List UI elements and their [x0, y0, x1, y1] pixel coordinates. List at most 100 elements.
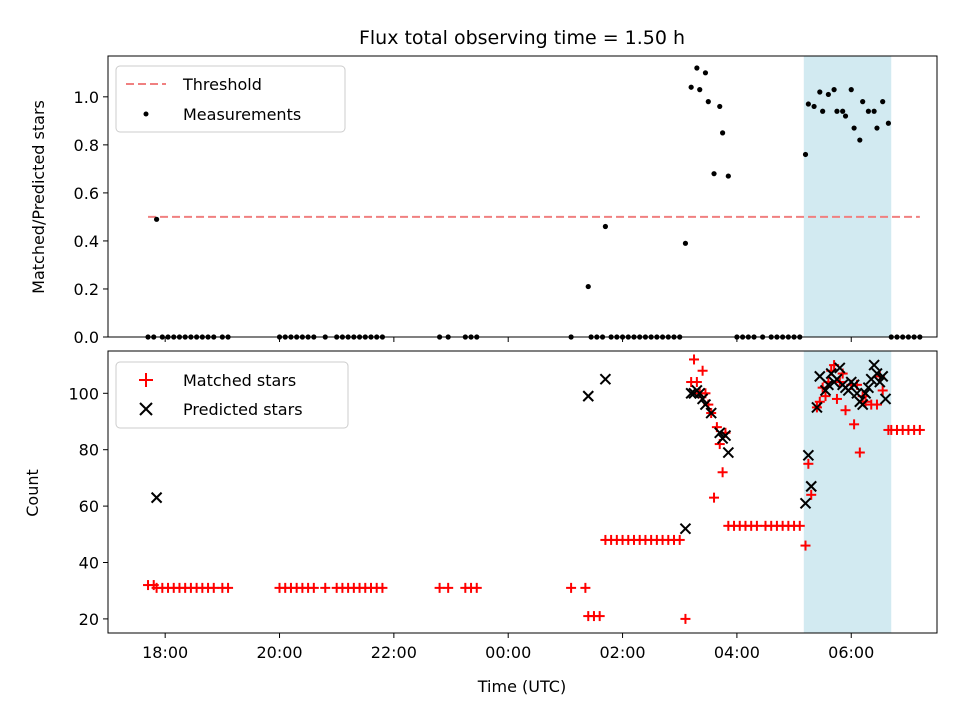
matched-star-point: [751, 520, 762, 531]
bottom-y-tick-label: 80: [79, 441, 99, 460]
top-y-tick-label: 0.0: [74, 328, 99, 347]
predicted-star-point: [856, 398, 869, 411]
matched-star-point: [308, 582, 319, 593]
predicted-star-point: [814, 370, 826, 383]
predicted-star-point: [868, 359, 880, 371]
predicted-legend-label: Predicted stars: [183, 400, 303, 419]
predicted-star-point: [699, 398, 712, 411]
measurement-point: [811, 103, 817, 110]
measurement-point: [694, 65, 700, 71]
bottom-axes-frame: [107, 350, 938, 634]
matched-star-point: [871, 399, 882, 410]
top-highlight-span: [803, 56, 892, 337]
predicted-star-point: [848, 379, 860, 391]
x-tick-label: 00:00: [485, 643, 531, 662]
matched-star-point: [697, 365, 708, 376]
predicted-stars-points: [150, 359, 892, 535]
predicted-star-point: [705, 407, 717, 419]
matched-star-point: [709, 492, 720, 503]
matched-star-point: [717, 467, 728, 478]
predicted-star-point: [834, 362, 846, 374]
matched-legend-label: Matched stars: [183, 371, 296, 390]
measurement-point: [602, 223, 609, 230]
matched-star-point: [443, 582, 454, 593]
predicted-star-point: [599, 373, 612, 385]
matched-star-point: [849, 419, 860, 430]
x-tick-label: 02:00: [599, 643, 645, 662]
top-legend: Threshold Measurements: [115, 65, 346, 133]
x-tick-label: 22:00: [371, 643, 417, 662]
measurement-point: [697, 87, 703, 93]
predicted-star-point: [694, 387, 706, 400]
bottom-y-tick-label: 20: [79, 610, 99, 629]
predicted-star-point: [871, 367, 883, 380]
measurement-point: [688, 84, 694, 90]
measurement-point: [840, 108, 846, 114]
top-axis-ticks: 0.0 0.2 0.4 0.6 0.8 1.0: [74, 88, 852, 347]
matched-star-point: [914, 424, 925, 435]
predicted-star-point: [805, 480, 817, 493]
predicted-legend-swatch: [139, 402, 153, 416]
measurement-point: [865, 108, 871, 114]
matched-star-point: [689, 354, 700, 365]
x-tick-label: 18:00: [142, 643, 188, 662]
matched-star-point: [471, 582, 482, 593]
predicted-star-point: [859, 387, 872, 400]
predicted-star-point: [685, 387, 697, 400]
predicted-star-point: [150, 491, 163, 504]
matched-star-point: [223, 582, 234, 593]
predicted-star-point: [811, 401, 823, 414]
bottom-y-tick-label: 60: [79, 497, 99, 516]
measurement-point: [834, 108, 840, 114]
predicted-star-point: [679, 522, 692, 535]
matched-star-point: [691, 377, 702, 388]
measurements-legend-swatch: [143, 111, 149, 117]
bottom-y-tick-label: 100: [68, 384, 99, 403]
measurement-point: [871, 108, 877, 114]
top-legend-box: [115, 65, 346, 133]
measurement-point: [820, 108, 826, 114]
x-tick-label: 20:00: [256, 643, 302, 662]
matched-legend-swatch: [139, 373, 153, 387]
chart-title: Flux total observing time = 1.50 h: [359, 27, 685, 49]
bottom-highlight-span: [803, 351, 892, 633]
top-y-axis-title: Matched/Predicted stars: [29, 100, 48, 294]
measurement-point: [825, 91, 831, 98]
matched-star-point: [820, 391, 831, 402]
predicted-star-point: [874, 376, 886, 388]
x-axis-title: Time (UTC): [477, 677, 566, 696]
matched-star-point: [377, 582, 388, 593]
bottom-axis-ticks: 18:00 20:00 22:00 00:00 02:00 04:00 06:00 20 40 6…: [68, 384, 874, 662]
top-y-tick-label: 0.4: [74, 232, 99, 251]
measurement-point: [848, 87, 854, 93]
measurement-point: [805, 101, 811, 107]
predicted-star-point: [799, 497, 812, 509]
matched-star-point: [434, 582, 445, 593]
top-y-tick-label: 1.0: [74, 88, 99, 107]
measurement-point: [885, 120, 892, 126]
predicted-star-point: [714, 427, 726, 439]
matched-star-point: [831, 393, 842, 404]
predicted-star-point: [851, 387, 863, 400]
matched-star-point: [800, 540, 811, 551]
predicted-star-point: [719, 429, 732, 442]
matched-star-point: [794, 520, 805, 531]
measurement-point: [153, 216, 160, 222]
matched-star-point: [320, 582, 331, 593]
measurement-point: [682, 240, 689, 246]
bottom-legend-box: [115, 361, 349, 429]
bottom-panel: 18:00 20:00 22:00 00:00 02:00 04:00 06:00 20 40 6…: [23, 350, 938, 696]
measurement-point: [585, 283, 591, 290]
predicted-star-point: [802, 449, 815, 462]
measurements-legend-label: Measurements: [183, 105, 301, 124]
matched-star-point: [877, 385, 888, 396]
matched-star-point: [854, 447, 865, 458]
bottom-y-tick-label: 40: [79, 554, 99, 573]
measurement-point: [880, 99, 886, 105]
bottom-legend: Matched stars Predicted stars: [115, 361, 349, 429]
top-y-tick-label: 0.6: [74, 184, 99, 203]
predicted-star-point: [722, 446, 735, 459]
matched-star-point: [566, 582, 577, 593]
measurement-point: [874, 125, 880, 131]
